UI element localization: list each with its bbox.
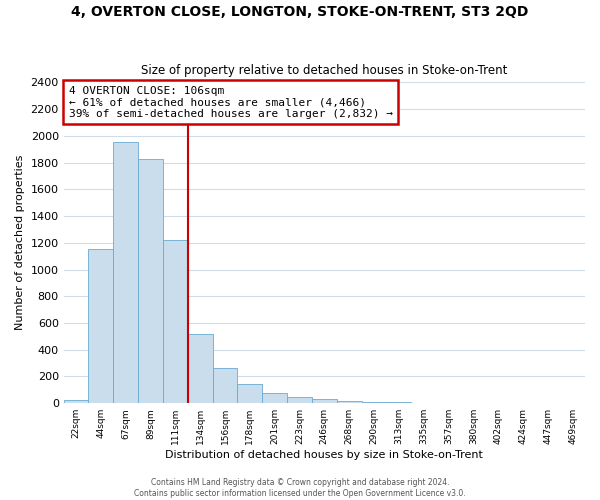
Bar <box>238 384 262 403</box>
Bar <box>386 402 411 403</box>
Bar <box>362 402 386 403</box>
Bar <box>188 334 212 403</box>
Bar <box>312 398 337 403</box>
Bar <box>262 392 287 403</box>
Text: 4, OVERTON CLOSE, LONGTON, STOKE-ON-TRENT, ST3 2QD: 4, OVERTON CLOSE, LONGTON, STOKE-ON-TREN… <box>71 5 529 19</box>
X-axis label: Distribution of detached houses by size in Stoke-on-Trent: Distribution of detached houses by size … <box>166 450 483 460</box>
Bar <box>138 158 163 403</box>
Bar <box>287 397 312 403</box>
Bar <box>113 142 138 403</box>
Bar <box>212 368 238 403</box>
Bar <box>163 240 188 403</box>
Bar <box>337 401 362 403</box>
Text: 4 OVERTON CLOSE: 106sqm
← 61% of detached houses are smaller (4,466)
39% of semi: 4 OVERTON CLOSE: 106sqm ← 61% of detache… <box>69 86 393 118</box>
Text: Contains HM Land Registry data © Crown copyright and database right 2024.
Contai: Contains HM Land Registry data © Crown c… <box>134 478 466 498</box>
Bar <box>64 400 88 403</box>
Y-axis label: Number of detached properties: Number of detached properties <box>15 155 25 330</box>
Bar <box>411 402 436 403</box>
Bar <box>88 249 113 403</box>
Title: Size of property relative to detached houses in Stoke-on-Trent: Size of property relative to detached ho… <box>141 64 508 77</box>
